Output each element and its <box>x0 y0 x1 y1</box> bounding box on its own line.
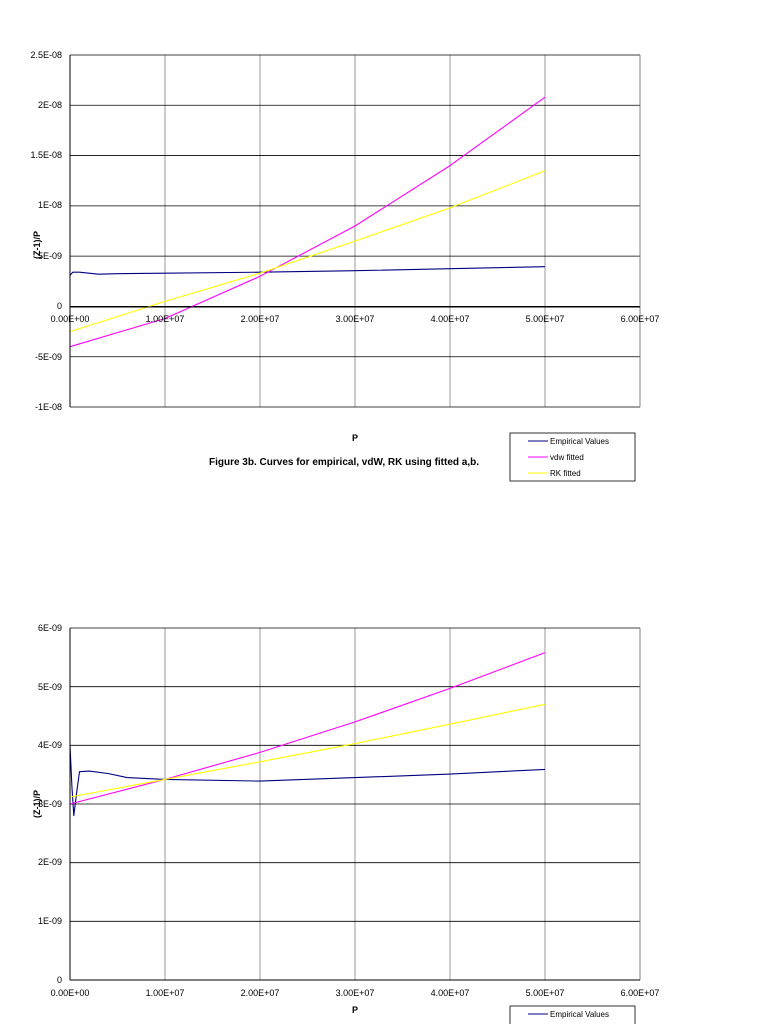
chart-1-y-tick: -5E-09 <box>35 352 62 362</box>
chart-2-y-axis-label: (Z-1)/P <box>32 790 42 818</box>
chart-2-legend: Empirical Values <box>509 1005 636 1024</box>
chart-2-x-tick: 2.00E+07 <box>241 988 280 998</box>
chart-1-y-tick: 0 <box>57 301 62 311</box>
chart-1-x-tick: 5.00E+07 <box>526 314 565 324</box>
chart-2-x-tick: 1.00E+07 <box>146 988 185 998</box>
chart-2-series-line-vdw <box>69 652 546 805</box>
chart-1-x-tick: 2.00E+07 <box>241 314 280 324</box>
chart-2-x-tick: 5.00E+07 <box>526 988 565 998</box>
chart-2-series-line-empirical <box>69 745 546 817</box>
chart-2-x-axis-label: P <box>352 1005 358 1015</box>
chart-1-x-tick: 4.00E+07 <box>431 314 470 324</box>
chart-2-x-tick: 0.00E+00 <box>51 988 90 998</box>
chart-1-y-tick: 1.5E-08 <box>30 150 62 160</box>
chart-2-series-lines <box>69 652 546 817</box>
chart-2-gridlines <box>70 627 641 981</box>
chart-1-y-tick: 1E-08 <box>38 200 62 210</box>
chart-2-y-tick: 6E-09 <box>38 623 62 633</box>
chart-1-x-tick: 3.00E+07 <box>336 314 375 324</box>
chart-2-x-tick: 6.00E+07 <box>621 988 660 998</box>
chart-1: 2.5E-08 2E-08 1.5E-08 1E-08 5E-09 0 -5E-… <box>30 50 660 482</box>
chart-2-y-tick: 3E-09 <box>38 799 62 809</box>
chart-1-y-tick: 2E-08 <box>38 100 62 110</box>
chart-2-x-tick: 4.00E+07 <box>431 988 470 998</box>
chart-1-caption: Figure 3b. Curves for empirical, vdW, RK… <box>209 457 479 468</box>
chart-1-series-line-empirical <box>69 266 546 276</box>
chart-1-x-tick: 1.00E+07 <box>146 314 185 324</box>
chart-1-y-tick: 2.5E-08 <box>30 50 62 60</box>
chart-2-y-tick: 1E-09 <box>38 916 62 926</box>
legend-label-vdw: vdw fitted <box>550 453 584 462</box>
chart-1-series-line-vdw <box>69 96 546 348</box>
chart-2-y-tick: 5E-09 <box>38 682 62 692</box>
chart-1-series-line-rk <box>69 170 546 333</box>
chart-2-y-tick: 4E-09 <box>38 740 62 750</box>
legend-label-empirical: Empirical Values <box>550 437 609 446</box>
chart-1-series-lines <box>69 96 546 348</box>
chart-1-y-tick: 5E-09 <box>38 251 62 261</box>
chart-1-y-axis-label: (Z-1)/P <box>32 231 42 259</box>
legend-label-empirical: Empirical Values <box>550 1010 609 1019</box>
chart-1-x-tick: 6.00E+07 <box>621 314 660 324</box>
chart-1-gridlines <box>70 54 641 408</box>
chart-2-x-tick: 3.00E+07 <box>336 988 375 998</box>
chart-1-legend: Empirical Values vdw fitted RK fitted <box>509 432 636 482</box>
chart-1-y-tick: -1E-08 <box>35 402 62 412</box>
chart-1-x-axis-label: P <box>352 433 358 443</box>
chart-2-series-line-rk <box>69 703 546 798</box>
chart-2: 6E-09 5E-09 4E-09 3E-09 2E-09 1E-09 0 0.… <box>32 623 659 1024</box>
chart-1-x-tick: 0.00E+00 <box>51 314 90 324</box>
legend-label-rk: RK fitted <box>550 469 581 478</box>
chart-2-y-tick: 0 <box>57 975 62 985</box>
chart-2-legend-box <box>509 1005 636 1024</box>
chart-2-y-tick: 2E-09 <box>38 857 62 867</box>
